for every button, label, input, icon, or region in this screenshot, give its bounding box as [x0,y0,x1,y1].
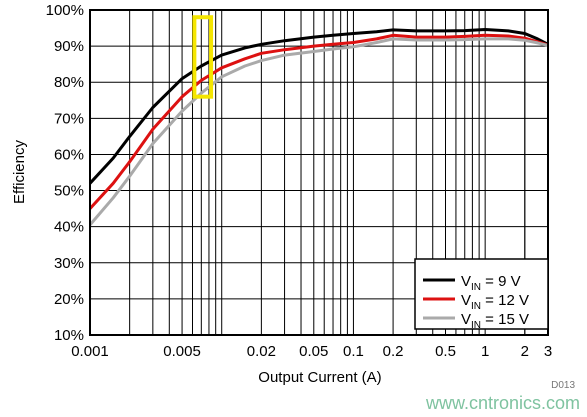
x-tick-label: 2 [521,343,529,360]
x-tick-label: 0.05 [299,343,328,360]
legend-label: VIN = 9 V [461,273,521,293]
tick-labels: 0.001 0.005 0.02 0.05 0.1 0.2 0.5 1 2 3 10% 20% 30% 4… [46,2,553,360]
figure-code: D013 [551,380,575,391]
y-tick-label: 30% [54,255,84,272]
y-tick-label: 40% [54,219,84,236]
x-tick-label: 0.5 [435,343,456,360]
y-tick-label: 70% [54,110,84,127]
y-tick-label: 80% [54,74,84,91]
highlight-rectangle [192,15,214,99]
y-tick-label: 100% [46,2,84,19]
y-tick-label: 10% [54,327,84,344]
y-tick-label: 60% [54,146,84,163]
y-tick-label: 20% [54,291,84,308]
x-tick-label: 0.1 [343,343,364,360]
x-tick-label: 0.02 [247,343,276,360]
watermark: www.cntronics.com [425,393,580,413]
highlight-box [192,15,214,99]
y-tick-label: 90% [54,38,84,55]
legend-label: VIN = 12 V [461,292,529,312]
x-tick-label: 1 [481,343,489,360]
series-lines [88,28,549,226]
x-tick-label: 3 [544,343,552,360]
x-axis-title: Output Current (A) [258,369,381,386]
y-axis-title: Efficiency [11,140,28,204]
x-tick-label: 0.001 [71,343,109,360]
series-line-vin-12-v [88,33,549,210]
y-tick-label: 50% [54,183,84,200]
plot-frame [89,9,549,336]
series-line-vin-9-v [88,28,549,185]
legend-label: VIN = 15 V [461,311,529,331]
x-tick-label: 0.005 [163,343,201,360]
series-line-vin-15-v [88,37,549,226]
x-tick-label: 0.2 [383,343,404,360]
